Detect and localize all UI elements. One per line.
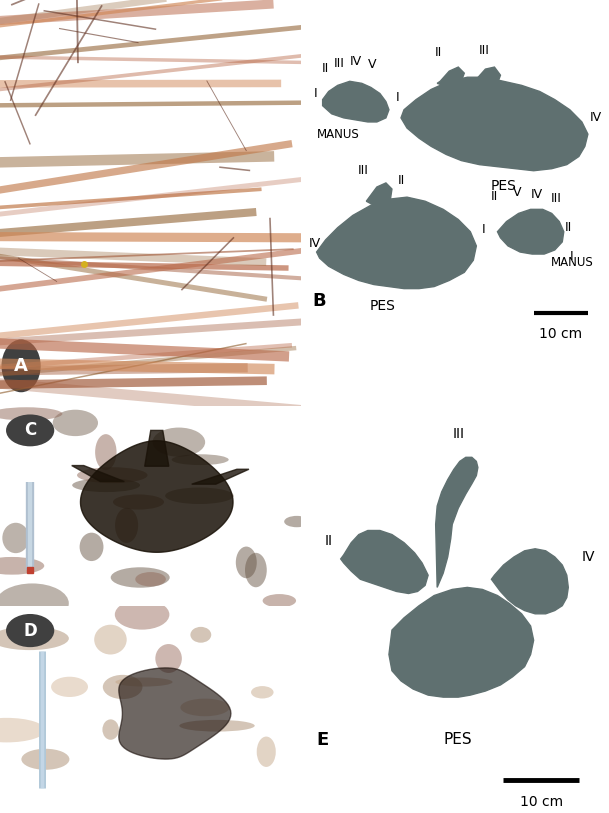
Ellipse shape xyxy=(152,428,205,457)
Text: IV: IV xyxy=(530,189,543,202)
Text: A: A xyxy=(14,357,28,375)
Ellipse shape xyxy=(95,434,116,470)
Ellipse shape xyxy=(115,677,172,686)
Ellipse shape xyxy=(0,718,45,742)
Ellipse shape xyxy=(0,584,69,623)
Ellipse shape xyxy=(0,407,62,420)
Text: II: II xyxy=(322,63,329,76)
Polygon shape xyxy=(80,441,233,552)
Polygon shape xyxy=(119,668,231,759)
Ellipse shape xyxy=(94,624,127,654)
Ellipse shape xyxy=(179,720,255,732)
Text: 10 cm: 10 cm xyxy=(539,328,582,341)
Ellipse shape xyxy=(111,567,170,588)
Ellipse shape xyxy=(115,508,138,543)
Text: MANUS: MANUS xyxy=(317,128,359,141)
Polygon shape xyxy=(367,183,392,206)
Polygon shape xyxy=(72,466,124,481)
Ellipse shape xyxy=(251,686,273,698)
Polygon shape xyxy=(317,198,476,289)
Ellipse shape xyxy=(21,749,69,770)
Circle shape xyxy=(1,339,41,392)
Ellipse shape xyxy=(52,410,98,436)
Polygon shape xyxy=(340,531,428,593)
Ellipse shape xyxy=(191,627,211,643)
Text: PES: PES xyxy=(491,179,516,193)
Text: IV: IV xyxy=(309,237,321,250)
Polygon shape xyxy=(192,469,249,485)
Text: PES: PES xyxy=(370,298,396,313)
Text: III: III xyxy=(358,164,369,176)
Text: D: D xyxy=(23,622,37,640)
Ellipse shape xyxy=(77,467,147,483)
Text: IV: IV xyxy=(350,55,362,68)
Ellipse shape xyxy=(172,454,229,465)
Ellipse shape xyxy=(102,720,119,740)
Ellipse shape xyxy=(0,627,69,650)
Text: I: I xyxy=(569,250,573,263)
Ellipse shape xyxy=(155,644,182,673)
Polygon shape xyxy=(435,457,478,587)
Text: E: E xyxy=(317,731,329,749)
Text: V: V xyxy=(368,59,376,71)
Text: 10 cm: 10 cm xyxy=(519,795,563,809)
Ellipse shape xyxy=(0,557,44,575)
Circle shape xyxy=(6,415,54,446)
Ellipse shape xyxy=(257,737,276,767)
Polygon shape xyxy=(323,81,389,122)
Ellipse shape xyxy=(80,533,104,561)
Ellipse shape xyxy=(236,546,257,578)
Ellipse shape xyxy=(2,523,29,553)
Text: II: II xyxy=(565,221,572,234)
Text: II: II xyxy=(435,46,442,59)
Text: V: V xyxy=(513,186,521,199)
Text: III: III xyxy=(479,44,490,57)
Ellipse shape xyxy=(103,675,143,699)
Text: I: I xyxy=(482,224,486,236)
Circle shape xyxy=(6,614,54,647)
Text: B: B xyxy=(312,292,326,310)
Text: III: III xyxy=(551,193,561,206)
Text: I: I xyxy=(313,87,317,100)
Text: PES: PES xyxy=(444,733,473,747)
Text: I: I xyxy=(396,91,400,104)
Ellipse shape xyxy=(72,478,140,492)
Polygon shape xyxy=(145,430,169,467)
Text: III: III xyxy=(452,427,464,441)
Ellipse shape xyxy=(262,594,296,607)
Polygon shape xyxy=(437,67,464,88)
Polygon shape xyxy=(473,67,501,89)
Ellipse shape xyxy=(135,572,166,586)
Ellipse shape xyxy=(51,676,88,697)
Text: II: II xyxy=(491,190,498,203)
Polygon shape xyxy=(498,210,564,254)
Text: III: III xyxy=(334,57,345,70)
Text: MANUS: MANUS xyxy=(551,256,594,268)
Ellipse shape xyxy=(115,599,169,629)
Ellipse shape xyxy=(113,494,164,510)
Text: IV: IV xyxy=(582,550,596,564)
Ellipse shape xyxy=(180,698,230,716)
Polygon shape xyxy=(401,77,588,171)
Ellipse shape xyxy=(245,553,267,587)
Ellipse shape xyxy=(284,516,309,527)
Polygon shape xyxy=(491,549,568,614)
Ellipse shape xyxy=(165,488,234,504)
Polygon shape xyxy=(389,587,533,697)
Text: C: C xyxy=(24,421,37,439)
Text: II: II xyxy=(397,174,404,187)
Text: IV: IV xyxy=(590,111,602,124)
Text: II: II xyxy=(325,533,333,548)
